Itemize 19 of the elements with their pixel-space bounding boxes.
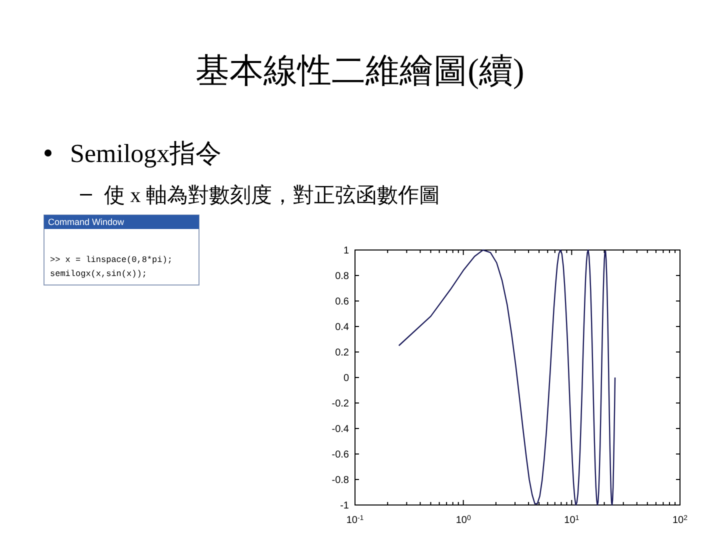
y-tick-label: 1 xyxy=(343,246,350,256)
y-tick-label: 0.4 xyxy=(335,322,350,333)
y-tick-label: 0.6 xyxy=(335,296,350,308)
y-tick-label: 0.2 xyxy=(335,348,350,358)
y-tick-label: -1 xyxy=(340,500,350,512)
y-tick-label: 0 xyxy=(343,373,350,384)
y-tick-label: -0.6 xyxy=(332,450,350,460)
x-tick-label: 10$^{0}$ xyxy=(456,514,471,526)
y-tick-label: -0.8 xyxy=(332,475,350,486)
text: 使 x 軸為對數刻度，對正弦函數作圖 xyxy=(104,183,440,207)
x-tick-label: 10$^{2}$ xyxy=(672,514,688,526)
text: Semilogx指令 xyxy=(70,139,222,168)
x-tick-label: 10$^{-1}$ xyxy=(346,514,364,526)
chart-title: 基本線性二維繪圖(續) xyxy=(196,53,524,90)
x-tick-label: 10$^{1}$ xyxy=(564,514,580,526)
y-tick-label: 0.8 xyxy=(335,271,350,282)
y-tick-label: -0.4 xyxy=(332,424,350,435)
command-window: Command Window >> x = linspace(0,8*pi); semilogx(x,sin(x)); xyxy=(44,214,200,286)
y-tick-label: -0.2 xyxy=(332,398,350,410)
